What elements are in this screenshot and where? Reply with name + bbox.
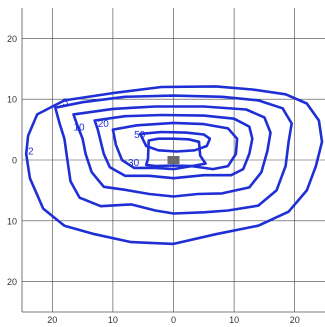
y-tick-labels: 20 10 0 10 20 — [7, 34, 17, 287]
x-tick-label: 0 — [171, 315, 176, 325]
y-tick-label: 10 — [7, 216, 17, 226]
source-marker — [168, 156, 180, 164]
y-tick-label: 0 — [12, 156, 17, 166]
x-tick-label: 10 — [108, 315, 118, 325]
y-tick-label: 20 — [7, 277, 17, 287]
contour-label: 5 — [63, 98, 69, 109]
x-tick-label: 10 — [229, 315, 239, 325]
contour-label: 20 — [98, 119, 110, 130]
contour-label: 50 — [134, 130, 146, 141]
x-tick-labels: 20 10 0 10 20 — [47, 315, 299, 325]
contour-label: 10 — [74, 123, 86, 134]
contour-label: 30 — [128, 158, 140, 169]
y-tick-label: 20 — [7, 34, 17, 44]
contour-label: 2 — [28, 146, 34, 157]
y-tick-label: 10 — [7, 95, 17, 105]
x-tick-label: 20 — [47, 315, 57, 325]
x-tick-label: 20 — [290, 315, 300, 325]
contour-lines — [26, 86, 322, 244]
